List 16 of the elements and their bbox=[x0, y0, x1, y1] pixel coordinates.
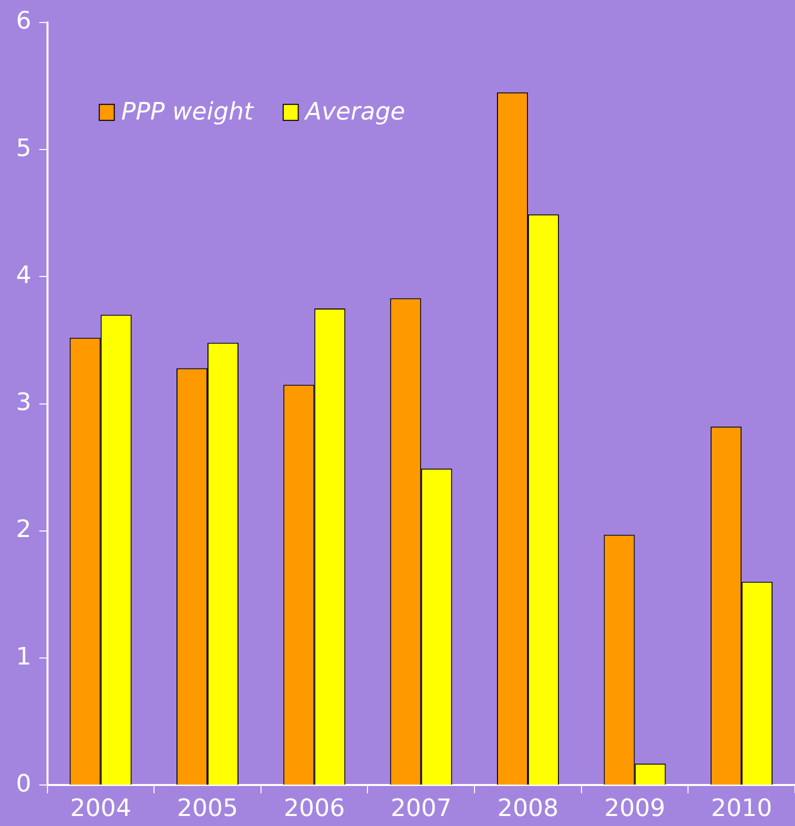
y-tick-label: 3 bbox=[16, 388, 32, 416]
x-tick-label: 2007 bbox=[390, 794, 452, 822]
y-tick-label: 2 bbox=[16, 515, 32, 544]
x-tick-label: 2006 bbox=[284, 794, 345, 822]
y-tick-label: 4 bbox=[16, 260, 32, 289]
x-tick-label: 2005 bbox=[176, 794, 238, 822]
y-tick-label: 1 bbox=[16, 642, 32, 670]
y-tick-label: 6 bbox=[16, 6, 32, 35]
legend-label: Average bbox=[303, 98, 406, 126]
x-tick-label: 2010 bbox=[711, 794, 772, 822]
y-tick-label: 5 bbox=[16, 134, 32, 162]
x-tick-label: 2009 bbox=[604, 794, 666, 822]
x-tick-label: 2008 bbox=[497, 794, 558, 822]
legend-label: PPP weight bbox=[121, 98, 255, 126]
x-tick-label: 2004 bbox=[70, 794, 132, 822]
y-tick-label: 0 bbox=[16, 769, 32, 798]
